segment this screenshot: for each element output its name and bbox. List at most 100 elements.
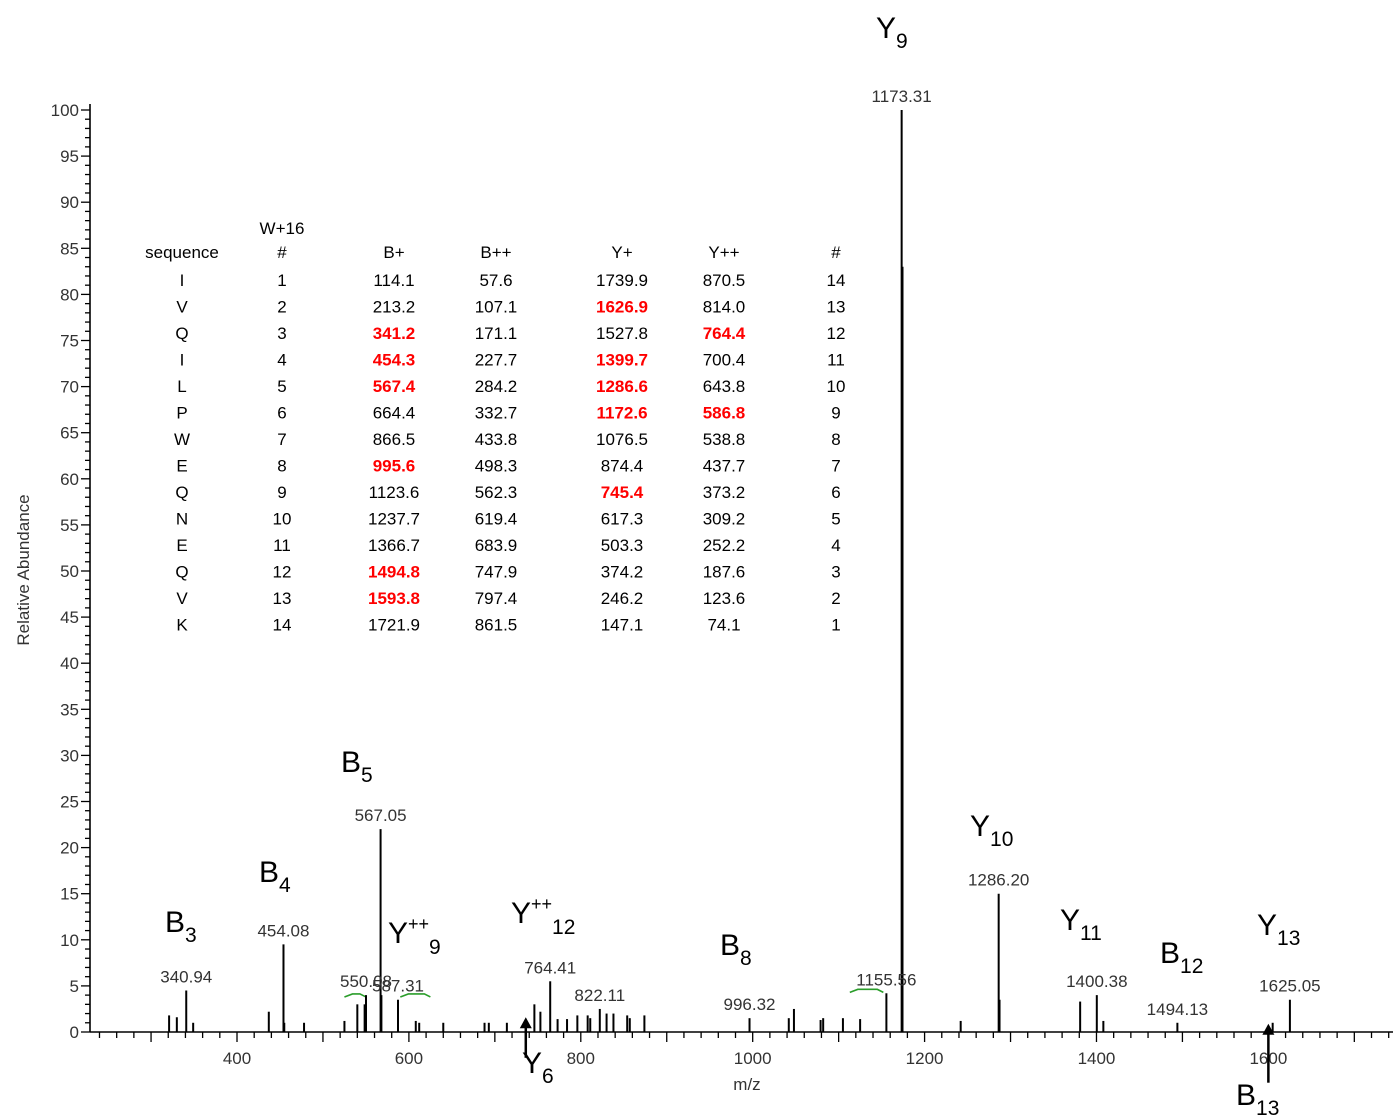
x-axis-title: m/z [733, 1075, 760, 1094]
arrows [519, 1017, 1275, 1083]
table-cell: 5 [277, 377, 286, 396]
x-tick-label: 400 [223, 1049, 251, 1068]
table-cell: 6 [277, 404, 286, 423]
x-tick-label: 1000 [734, 1049, 772, 1068]
table-cell: 747.9 [475, 563, 518, 582]
table-header: # [831, 243, 841, 262]
table-cell: Q [175, 483, 188, 502]
axes: 0510152025303540455055606570758085909510… [51, 101, 1393, 1068]
table-header-top: W+16 [260, 219, 305, 238]
table-cell: 12 [273, 563, 292, 582]
y-tick-label: 40 [60, 654, 79, 673]
peaks [168, 110, 1291, 1032]
table-cell: 700.4 [703, 351, 746, 370]
y-tick-label: 75 [60, 332, 79, 351]
table-cell: 9 [831, 404, 840, 423]
table-cell: 12 [827, 324, 846, 343]
table-cell: 13 [827, 298, 846, 317]
table-cell-highlight: 1172.6 [596, 404, 647, 423]
table-cell: 1 [277, 271, 286, 290]
table-header: B+ [383, 243, 404, 262]
table-cell-highlight: 567.4 [373, 377, 416, 396]
table-cell: 643.8 [703, 377, 746, 396]
peak-label: 1173.31 [872, 87, 932, 106]
table-cell: P [176, 404, 187, 423]
green-marker [344, 993, 367, 998]
table-cell: 874.4 [601, 457, 644, 476]
arrow-head [1262, 1023, 1275, 1035]
table-cell-highlight: 341.2 [373, 324, 416, 343]
table-cell: 284.2 [475, 377, 518, 396]
table-cell: I [180, 271, 185, 290]
table-cell: 11 [827, 351, 845, 370]
table-cell: 1739.9 [596, 271, 648, 290]
table-cell: I [180, 351, 185, 370]
table-cell: 332.7 [475, 404, 518, 423]
table-cell: 4 [831, 536, 840, 555]
table-cell: 619.4 [475, 510, 518, 529]
table-cell: 213.2 [373, 298, 416, 317]
table-cell-highlight: 1593.8 [368, 589, 420, 608]
table-cell: 2 [831, 589, 840, 608]
ion-label: Y++12 [511, 894, 575, 939]
y-tick-label: 15 [60, 885, 79, 904]
ion-label: Y++9 [388, 914, 441, 959]
table-cell: 503.3 [601, 536, 644, 555]
table-cell: Q [175, 324, 188, 343]
table-cell: 9 [277, 483, 286, 502]
table-cell: 13 [273, 589, 292, 608]
x-tick-label: 800 [567, 1049, 595, 1068]
y-tick-label: 0 [70, 1023, 79, 1042]
ion-label: Y10 [970, 810, 1013, 851]
table-cell: 11 [273, 536, 291, 555]
x-tick-label: 1200 [906, 1049, 944, 1068]
table-cell: 3 [831, 563, 840, 582]
fragment-table: W+16 sequence # B+ B++ Y+ Y++ # I 1 114.1 57.6 1739.… [145, 219, 845, 635]
table-cell: 437.7 [703, 457, 746, 476]
table-cell-highlight: 1399.7 [596, 351, 648, 370]
table-cell: 114.1 [373, 271, 414, 290]
green-marker [849, 988, 884, 994]
ion-label: B13 [1236, 1079, 1279, 1118]
y-tick-label: 5 [70, 977, 79, 996]
table-cell: 10 [827, 377, 846, 396]
y-axis-title: Relative Abundance [14, 494, 33, 645]
table-cell-highlight: 586.8 [703, 404, 746, 423]
table-cell: V [176, 298, 188, 317]
table-cell-highlight: 745.4 [601, 483, 644, 502]
table-cell-highlight: 1494.8 [368, 563, 420, 582]
table-cell: 373.2 [703, 483, 746, 502]
table-cell: 3 [277, 324, 286, 343]
table-header: B++ [480, 243, 511, 262]
table-cell: 57.6 [479, 271, 512, 290]
peak-label: 340.94 [160, 968, 212, 987]
table-cell: W [174, 430, 190, 449]
y-tick-label: 70 [60, 378, 79, 397]
y-tick-label: 50 [60, 562, 79, 581]
ion-label: Y11 [1060, 904, 1102, 945]
peak-label: 454.08 [257, 921, 309, 940]
y-tick-label: 45 [60, 608, 79, 627]
y-tick-label: 30 [60, 746, 79, 765]
table-cell: 1 [831, 616, 840, 635]
table-cell: 1237.7 [368, 510, 420, 529]
table-cell: 374.2 [601, 563, 644, 582]
table-cell: N [176, 510, 188, 529]
table-cell: 1076.5 [596, 430, 648, 449]
table-cell: 6 [831, 483, 840, 502]
table-cell: 538.8 [703, 430, 746, 449]
ion-label: B8 [720, 929, 752, 970]
table-cell: 107.1 [475, 298, 518, 317]
table-cell: 252.2 [703, 536, 746, 555]
table-cell: 617.3 [601, 510, 644, 529]
y-tick-label: 35 [60, 700, 79, 719]
table-cell-highlight: 995.6 [373, 457, 416, 476]
ion-label: B3 [165, 906, 197, 947]
table-cell: 866.5 [373, 430, 416, 449]
table-cell: 10 [273, 510, 292, 529]
peak-label: 1625.05 [1259, 977, 1320, 996]
table-cell: 498.3 [475, 457, 518, 476]
